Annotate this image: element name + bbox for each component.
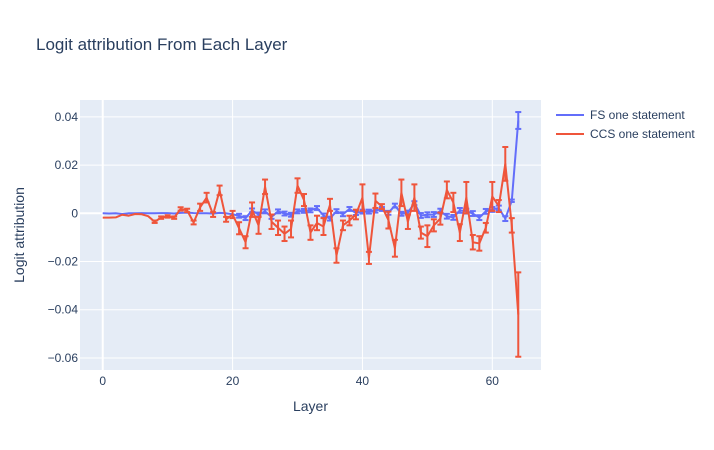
series-ccs-one-statement xyxy=(102,146,522,358)
y-tick-label: −0.04 xyxy=(48,303,79,317)
legend-label: FS one statement xyxy=(590,108,685,122)
legend-label: CCS one statement xyxy=(590,127,695,141)
series-layer xyxy=(102,111,522,358)
legend-item[interactable]: FS one statement xyxy=(556,108,685,122)
x-tick-label: 20 xyxy=(226,374,240,388)
legend-item[interactable]: CCS one statement xyxy=(556,127,695,141)
y-tick-label: 0.02 xyxy=(55,158,79,172)
y-axis-ticks: 0.04 0.02 0 −0.02 −0.04 −0.06 xyxy=(48,110,79,365)
legend[interactable]: FS one statement CCS one statement xyxy=(556,108,695,141)
x-tick-label: 40 xyxy=(356,374,370,388)
y-tick-label: −0.06 xyxy=(48,351,79,365)
x-tick-label: 0 xyxy=(99,374,106,388)
x-axis-title: Layer xyxy=(293,398,328,414)
y-axis-title: Logit attribution xyxy=(11,187,27,283)
x-tick-label: 60 xyxy=(486,374,500,388)
y-tick-label: −0.02 xyxy=(48,255,79,269)
x-axis-ticks: 0 20 40 60 xyxy=(99,374,499,388)
y-tick-label: 0.04 xyxy=(55,110,79,124)
y-tick-label: 0 xyxy=(71,206,78,220)
chart-title: Logit attribution From Each Layer xyxy=(36,35,288,54)
